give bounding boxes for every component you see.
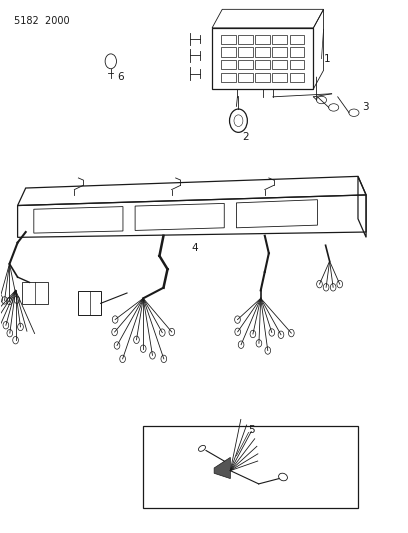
Bar [78, 292, 101, 316]
Bar [273, 60, 287, 69]
Text: 4: 4 [192, 243, 198, 253]
Bar [238, 72, 253, 82]
Text: 5: 5 [248, 425, 255, 435]
Text: 6: 6 [117, 72, 124, 82]
Bar [255, 35, 270, 44]
Text: 3: 3 [362, 102, 369, 112]
Bar [22, 282, 48, 304]
Polygon shape [214, 457, 231, 479]
Bar [222, 35, 236, 44]
Bar [238, 35, 253, 44]
Bar [255, 60, 270, 69]
Bar [143, 425, 358, 508]
Bar [290, 72, 304, 82]
Text: 5182  2000: 5182 2000 [13, 16, 69, 26]
Bar [222, 72, 236, 82]
Bar [222, 47, 236, 57]
Bar [290, 35, 304, 44]
Text: 2: 2 [242, 132, 249, 142]
Text: 1: 1 [324, 54, 330, 63]
Bar [255, 47, 270, 57]
Bar [238, 47, 253, 57]
Bar [255, 72, 270, 82]
Bar [222, 60, 236, 69]
Bar [238, 60, 253, 69]
Bar [290, 47, 304, 57]
Bar [273, 47, 287, 57]
Bar [290, 60, 304, 69]
Bar [273, 72, 287, 82]
Bar [273, 35, 287, 44]
